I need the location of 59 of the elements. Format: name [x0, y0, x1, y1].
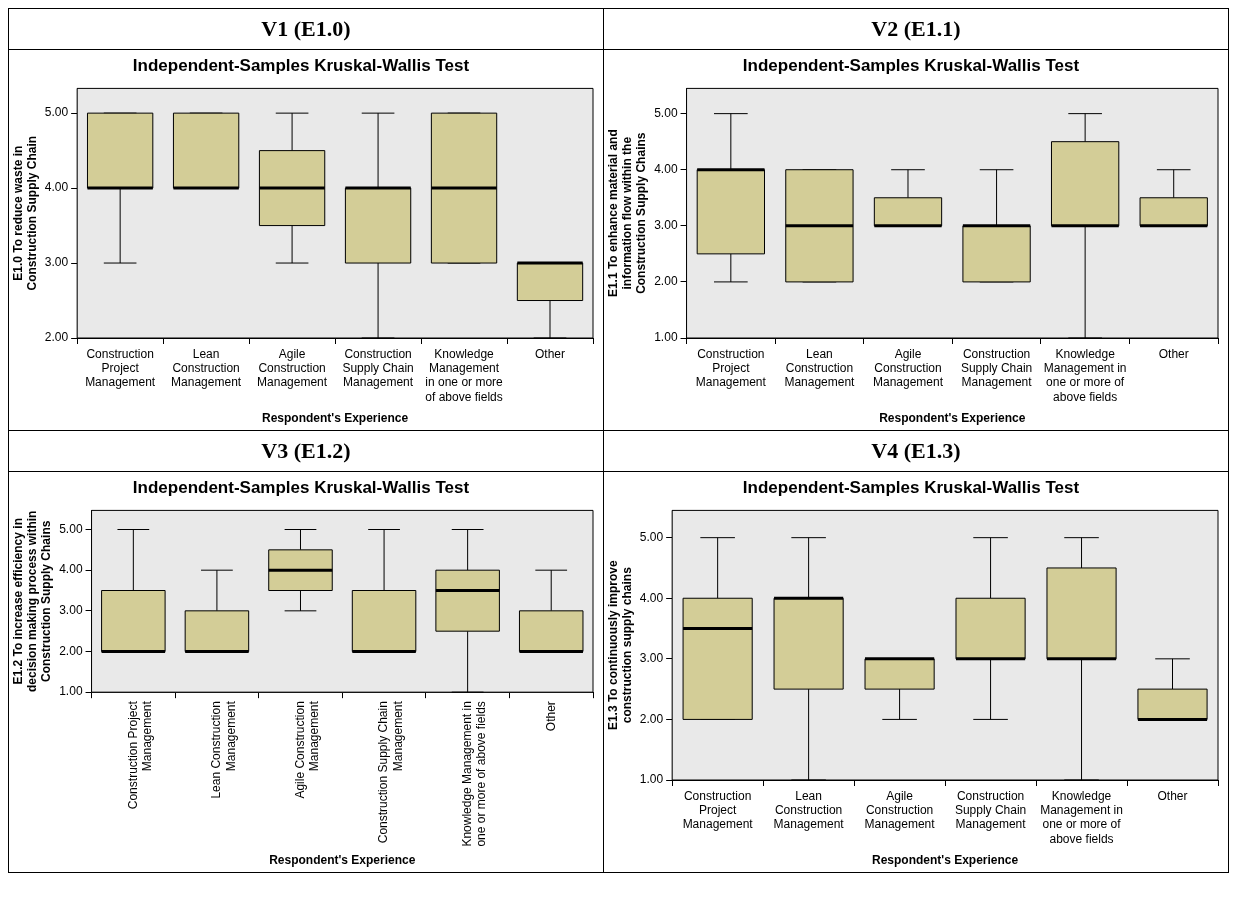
x-tick-label: Lean Construction Management: [171, 346, 242, 390]
y-tick-label: 3.00: [44, 255, 69, 270]
x-tick-label: Lean Construction Management: [784, 346, 856, 390]
x-tick-label: Construction Project Management: [125, 700, 155, 810]
chart-title: V3 (E1.2): [8, 430, 604, 472]
chart-subtitle: Independent-Samples Kruskal-Wallis Test: [742, 55, 1080, 75]
x-axis-title: Respondent's Experience: [871, 853, 1019, 868]
x-tick-label: Agile Construction Management: [864, 788, 936, 832]
x-tick-label: Other: [1157, 788, 1188, 803]
x-tick-label: Construction Supply Chain Management: [342, 346, 414, 390]
y-axis-title: E1.3 To continuously improve construction supply chains: [605, 559, 634, 731]
x-tick-label: Construction Supply Chain Management: [960, 346, 1033, 390]
y-tick-label: 4.00: [59, 562, 83, 577]
y-tick-label: 1.00: [639, 772, 664, 787]
y-tick-label: 2.00: [59, 643, 83, 658]
chart-subtitle: Independent-Samples Kruskal-Wallis Test: [742, 477, 1080, 497]
x-tick-label: Knowledge Management in one or more of above fields: [459, 701, 489, 847]
x-tick-label: Agile Construction Management: [872, 346, 944, 390]
x-tick-label: Agile Construction Management: [257, 346, 328, 390]
y-tick-label: 4.00: [44, 180, 69, 195]
x-tick-label: Construction Supply Chain Management: [954, 788, 1027, 832]
chart-subtitle: Independent-Samples Kruskal-Wallis Test: [132, 477, 470, 497]
y-tick-label: 3.00: [59, 603, 83, 618]
chart-title: V4 (E1.3): [603, 430, 1229, 472]
chart-title: V2 (E1.1): [603, 8, 1229, 50]
x-tick-label: Lean Construction Management: [209, 700, 238, 799]
y-tick-label: 2.00: [44, 330, 69, 345]
x-tick-label: Knowledge Management in one or more of above fields: [1043, 346, 1127, 404]
chart-subtitle: Independent-Samples Kruskal-Wallis Test: [132, 55, 470, 75]
x-tick-label: Knowledge Management in one or more of above fields: [1040, 788, 1123, 846]
x-tick-label: Construction Project Management: [85, 346, 156, 390]
y-tick-label: 1.00: [654, 330, 678, 345]
y-axis-title: E1.2 To increase efficiency in decision making process within Construction Supply Chains: [10, 510, 54, 692]
x-tick-label: Other: [535, 346, 566, 361]
x-axis-title: Respondent's Experience: [879, 411, 1026, 426]
x-tick-label: Other: [1158, 346, 1189, 361]
y-tick-label: 5.00: [44, 105, 69, 120]
chart-title: V1 (E1.0): [8, 8, 604, 50]
x-tick-label: Construction Project Management: [695, 346, 767, 390]
x-tick-label: Agile Construction Management: [292, 700, 322, 799]
x-axis-title: Respondent's Experience: [269, 853, 416, 868]
x-tick-label: Construction Project Management: [682, 788, 754, 832]
x-tick-label: Lean Construction Management: [773, 788, 845, 832]
y-tick-label: 5.00: [59, 521, 83, 536]
y-tick-label: 2.00: [654, 274, 678, 289]
y-axis-title: E1.1 To enhance material and information flow within the Construction Supply Chains: [605, 129, 649, 298]
y-axis-title: E1.0 To reduce waste in Construction Supply Chain: [10, 135, 39, 291]
y-tick-label: 4.00: [654, 162, 678, 177]
y-tick-label: 3.00: [639, 651, 664, 666]
y-tick-label: 2.00: [639, 711, 664, 726]
x-tick-label: Other: [543, 701, 558, 732]
y-tick-label: 4.00: [639, 590, 664, 605]
x-tick-label: Knowledge Management in one or more of above fields: [425, 346, 504, 404]
x-axis-title: Respondent's Experience: [261, 411, 409, 426]
y-tick-label: 5.00: [654, 105, 678, 120]
y-tick-label: 1.00: [59, 684, 83, 699]
y-tick-label: 5.00: [639, 529, 664, 544]
y-tick-label: 3.00: [654, 218, 678, 233]
x-tick-label: Construction Supply Chain Management: [376, 700, 405, 844]
